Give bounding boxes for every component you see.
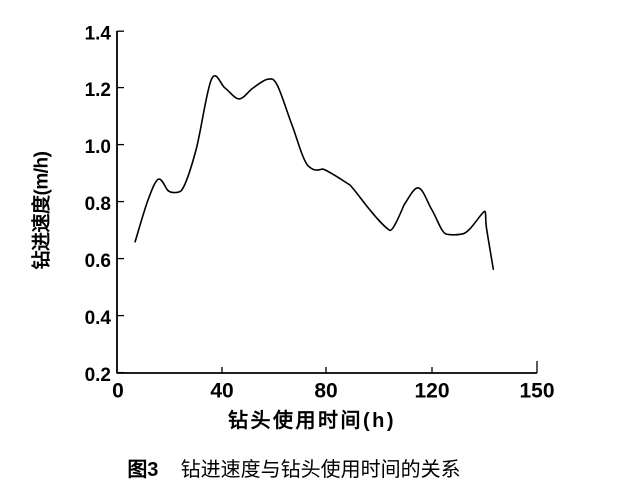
svg-text:150: 150	[519, 380, 554, 403]
svg-text:0.6: 0.6	[85, 251, 111, 272]
svg-text:0.4: 0.4	[85, 308, 112, 329]
svg-text:40: 40	[210, 380, 233, 403]
svg-text:1.2: 1.2	[85, 80, 111, 101]
svg-text:0.8: 0.8	[85, 194, 111, 215]
svg-text:80: 80	[314, 380, 337, 403]
svg-text:0: 0	[112, 380, 124, 403]
svg-text:1.4: 1.4	[85, 24, 112, 45]
svg-text:0.2: 0.2	[85, 365, 111, 386]
svg-text:120: 120	[414, 380, 449, 403]
svg-text:1.0: 1.0	[85, 137, 111, 158]
